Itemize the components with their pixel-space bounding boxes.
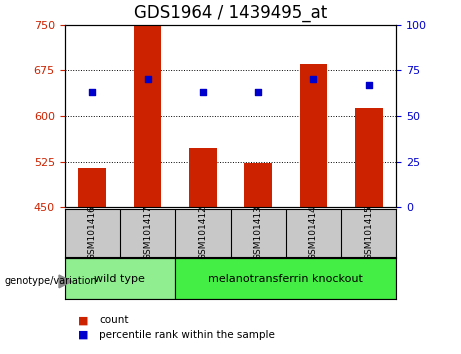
Bar: [175, 258, 396, 299]
Point: [254, 90, 262, 95]
Polygon shape: [59, 275, 72, 288]
Text: GSM101416: GSM101416: [88, 205, 97, 260]
Text: GSM101413: GSM101413: [254, 205, 263, 260]
Point: [199, 90, 207, 95]
Text: genotype/variation: genotype/variation: [5, 276, 97, 286]
Text: count: count: [99, 315, 129, 325]
Point: [365, 82, 372, 88]
Text: GSM101412: GSM101412: [198, 205, 207, 260]
Bar: [134, 25, 161, 207]
Text: ■: ■: [78, 315, 89, 325]
Text: ■: ■: [78, 330, 89, 339]
Bar: [355, 108, 383, 207]
Text: GSM101417: GSM101417: [143, 205, 152, 260]
Text: GSM101415: GSM101415: [364, 205, 373, 260]
Bar: [244, 163, 272, 207]
Text: wild type: wild type: [95, 274, 145, 284]
Text: melanotransferrin knockout: melanotransferrin knockout: [208, 274, 363, 284]
Bar: [78, 167, 106, 207]
Text: percentile rank within the sample: percentile rank within the sample: [99, 330, 275, 339]
Title: GDS1964 / 1439495_at: GDS1964 / 1439495_at: [134, 4, 327, 22]
Bar: [65, 258, 175, 299]
Text: GSM101414: GSM101414: [309, 205, 318, 260]
Point: [89, 90, 96, 95]
Point: [310, 77, 317, 82]
Bar: [189, 148, 217, 207]
Bar: [300, 64, 327, 207]
Point: [144, 77, 151, 82]
